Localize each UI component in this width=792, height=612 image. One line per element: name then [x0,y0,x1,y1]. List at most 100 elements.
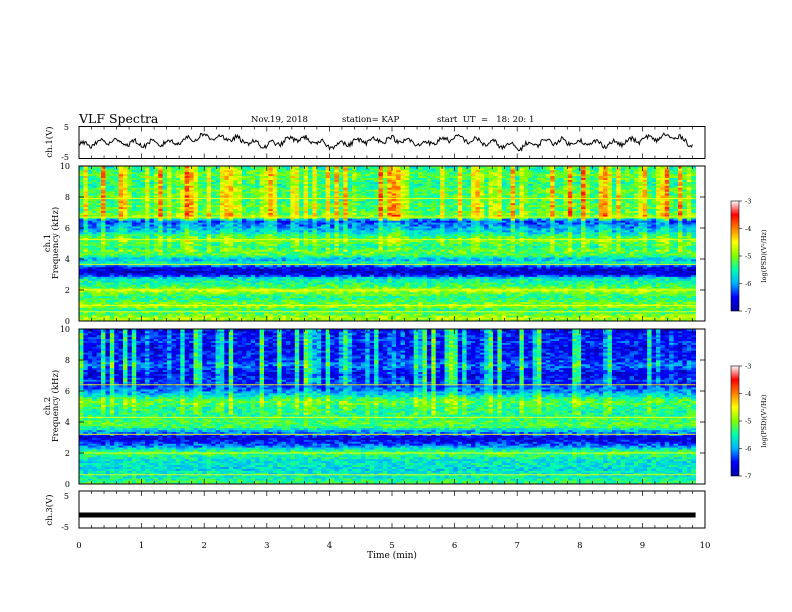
spectrogram-cell [92,224,98,227]
spectrogram-cell [171,305,177,308]
spectrogram-cell [101,299,106,303]
spectrogram-cell [189,280,194,283]
spectrogram-cell [96,208,102,211]
spectrogram-cell [145,167,150,171]
spectrogram-cell [105,309,111,312]
spectrogram-cell [202,206,208,210]
spectrogram-cell [79,167,84,171]
spectrogram-cell [180,239,186,242]
spectrogram-cell [215,282,221,285]
spectrogram-cell [118,241,124,244]
spectrogram-cell [193,204,199,208]
spectrogram-cell [162,239,168,242]
spectrogram-cell [136,288,142,291]
spectrogram-cell [219,179,225,182]
spectrogram-cell [109,220,115,223]
spectrogram-cell [215,179,221,182]
spectrogram-cell [167,311,172,314]
spectrogram-cell [79,187,84,190]
spectrogram-cell [140,218,146,221]
spectrogram-cell [153,191,159,194]
spectrogram-cell [162,228,168,231]
spectrogram-cell [184,177,190,180]
spectrogram-cell [175,266,181,270]
spectrogram-cell [224,259,230,262]
spectrogram-cell [118,191,124,194]
spectrogram-cell [206,222,212,225]
spectrogram-cell [184,288,190,291]
spectrogram-cell [224,278,230,281]
spectrogram-cell [83,239,89,242]
spectrogram-cell [131,284,137,287]
spectrogram-cell [101,282,106,285]
spectrogram-cell [131,303,137,306]
spectrogram-cell [206,270,212,273]
spectrogram-cell [79,191,84,194]
spectrogram-cell [101,305,106,308]
spectrogram-cell [180,181,186,184]
spectrogram-cell [131,237,137,241]
spectrogram-cell [211,175,216,179]
spectrogram-cell [189,212,194,215]
spectrogram-cell [167,222,172,225]
spectrogram-cell [136,245,142,248]
spectrogram-cell [175,315,181,318]
spectrogram-cell [193,260,199,264]
spectrogram-cell [197,309,203,312]
spectrogram-cell [149,303,155,306]
spectrogram-cell [184,167,190,171]
spectrogram-cell [197,177,203,180]
spectrogram-cell [87,208,93,211]
spectrogram-cell [197,198,203,202]
spectrogram-cell [149,212,155,215]
spectrogram-cell [211,231,216,235]
spectrogram-cell [149,224,155,227]
spectrogram-cell [118,167,124,171]
spectrogram-cell [171,284,177,287]
spectrogram-cell [79,189,84,192]
spectrogram-cell [167,317,172,320]
spectrogram-cell [101,270,106,273]
spectrogram-cell [171,290,177,293]
spectrogram-cell [145,185,150,188]
spectrogram-cell [158,266,164,270]
spectrogram-cell [140,241,146,244]
spectrogram-cell [158,177,164,180]
spectrogram-cell [87,210,93,213]
spectrogram-cell [105,264,111,268]
spectrogram-cell [171,257,177,260]
spectrogram-cell [136,222,142,225]
spectrogram-cell [136,272,142,275]
spectrogram-cell [193,179,199,182]
spectrogram-cell [171,249,177,252]
spectrogram-cell [162,259,168,262]
spectrogram-cell [114,167,120,171]
spectrogram-cell [101,237,106,241]
spectrogram-cell [193,195,199,198]
spectrogram-cell [136,264,142,268]
spectrogram-cell [136,295,142,299]
spectrogram-cell [215,280,221,283]
spectrogram-cell [219,241,225,244]
spectrogram-cell [83,276,89,279]
spectrogram-cell [224,309,230,312]
spectrogram-cell [180,229,186,233]
spectrogram-cell [215,319,221,322]
spectrogram-cell [184,175,190,179]
spectrogram-cell [153,247,159,250]
spectrogram-cell [145,282,150,285]
spectrogram-cell [180,291,186,295]
spectrogram-cell [180,315,186,318]
spectrogram-cell [114,233,120,237]
spectrogram-cell [206,231,212,235]
spectrogram-cell [175,274,181,277]
spectrogram-cell [123,301,128,304]
spectrogram-cell [92,169,98,173]
spectrogram-cell [189,313,194,316]
spectrogram-cell [79,272,84,275]
spectrogram-cell [193,235,199,239]
spectrogram-cell [105,260,111,264]
spectrogram-cell [206,208,212,211]
spectrogram-cell [211,187,216,190]
spectrogram-cell [153,255,159,258]
